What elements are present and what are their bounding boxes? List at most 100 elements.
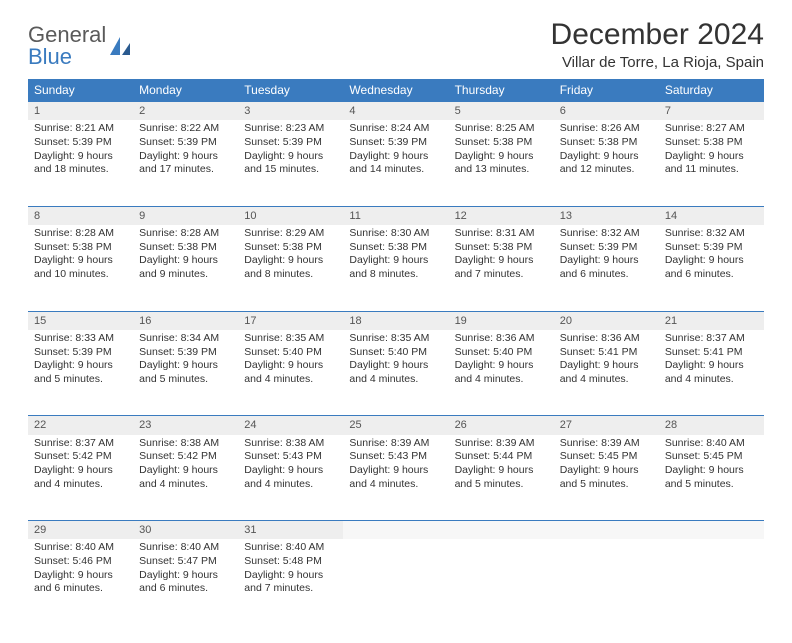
calendar-body: 1234567Sunrise: 8:21 AMSunset: 5:39 PMDa… — [28, 102, 764, 626]
day-cell: Sunrise: 8:30 AMSunset: 5:38 PMDaylight:… — [343, 225, 448, 311]
day-number: 28 — [659, 416, 764, 435]
day-cell: Sunrise: 8:22 AMSunset: 5:39 PMDaylight:… — [133, 120, 238, 206]
day-day1: Daylight: 9 hours — [34, 464, 127, 478]
day-cell: Sunrise: 8:25 AMSunset: 5:38 PMDaylight:… — [449, 120, 554, 206]
day-day2: and 18 minutes. — [34, 163, 127, 177]
day-sunrise: Sunrise: 8:32 AM — [560, 227, 653, 241]
day-number-row: 22232425262728 — [28, 416, 764, 435]
day-sunrise: Sunrise: 8:25 AM — [455, 122, 548, 136]
day-content-row: Sunrise: 8:21 AMSunset: 5:39 PMDaylight:… — [28, 120, 764, 206]
day-day2: and 4 minutes. — [244, 478, 337, 492]
logo-part2: Blue — [28, 44, 72, 69]
day-day2: and 8 minutes. — [244, 268, 337, 282]
day-sunset: Sunset: 5:38 PM — [349, 241, 442, 255]
day-sunrise: Sunrise: 8:24 AM — [349, 122, 442, 136]
day-cell: Sunrise: 8:35 AMSunset: 5:40 PMDaylight:… — [238, 330, 343, 416]
day-cell: Sunrise: 8:38 AMSunset: 5:43 PMDaylight:… — [238, 435, 343, 521]
day-content-row: Sunrise: 8:33 AMSunset: 5:39 PM Daylight:… — [28, 330, 764, 416]
day-sunset: Sunset: 5:44 PM — [455, 450, 548, 464]
day-cell: Sunrise: 8:36 AMSunset: 5:40 PMDaylight:… — [449, 330, 554, 416]
day-day1: Daylight: 9 hours — [455, 359, 548, 373]
day-number: 1 — [28, 102, 133, 121]
day-cell — [449, 539, 554, 625]
day-sunrise: Sunrise: 8:40 AM — [665, 437, 758, 451]
day-sunset: Sunset: 5:39 PM — [665, 241, 758, 255]
day-day2: and 4 minutes. — [34, 478, 127, 492]
day-cell: Sunrise: 8:32 AMSunset: 5:39 PMDaylight:… — [554, 225, 659, 311]
day-number: 3 — [238, 102, 343, 121]
day-number: 17 — [238, 311, 343, 330]
day-cell: Sunrise: 8:31 AMSunset: 5:38 PMDaylight:… — [449, 225, 554, 311]
day-day1: Daylight: 9 hours — [560, 254, 653, 268]
day-day1: Daylight: 9 hours — [455, 150, 548, 164]
day-sunset: Sunset: 5:39 PM — [349, 136, 442, 150]
day-day1: Daylight: 9 hours — [560, 359, 653, 373]
day-day1: Daylight: 9 hours — [244, 359, 337, 373]
day-sunset: Sunset: 5:42 PM — [139, 450, 232, 464]
day-day1: Daylight: 9 hours — [139, 254, 232, 268]
day-number: 14 — [659, 206, 764, 225]
day-cell: Sunrise: 8:40 AMSunset: 5:45 PMDaylight:… — [659, 435, 764, 521]
day-sunrise: Sunrise: 8:28 AM — [34, 227, 127, 241]
day-sunset: Sunset: 5:47 PM — [139, 555, 232, 569]
day-sunset: Sunset: 5:38 PM — [455, 136, 548, 150]
day-day2: and 5 minutes. — [34, 373, 127, 387]
day-number: 13 — [554, 206, 659, 225]
day-number-row: 1234567 — [28, 102, 764, 121]
day-day1: Daylight: 9 hours — [34, 254, 127, 268]
weekday-header: Sunday — [28, 79, 133, 102]
location: Villar de Torre, La Rioja, Spain — [551, 54, 764, 71]
day-cell: Sunrise: 8:39 AMSunset: 5:44 PMDaylight:… — [449, 435, 554, 521]
day-cell: Sunrise: 8:21 AMSunset: 5:39 PMDaylight:… — [28, 120, 133, 206]
weekday-header: Tuesday — [238, 79, 343, 102]
day-day2: and 14 minutes. — [349, 163, 442, 177]
day-sunrise: Sunrise: 8:35 AM — [244, 332, 337, 346]
day-sunset: Sunset: 5:46 PM — [34, 555, 127, 569]
day-day2: and 17 minutes. — [139, 163, 232, 177]
day-number-row: 15161718192021 — [28, 311, 764, 330]
day-day2: and 5 minutes. — [665, 478, 758, 492]
day-sunrise: Sunrise: 8:37 AM — [34, 437, 127, 451]
day-day1: Daylight: 9 hours — [139, 464, 232, 478]
calendar-table: Sunday Monday Tuesday Wednesday Thursday… — [28, 79, 764, 625]
day-content-row: Sunrise: 8:40 AMSunset: 5:46 PMDaylight:… — [28, 539, 764, 625]
day-number: 16 — [133, 311, 238, 330]
day-number: 18 — [343, 311, 448, 330]
day-sunset: Sunset: 5:43 PM — [349, 450, 442, 464]
header: General Blue December 2024 Villar de Tor… — [28, 18, 764, 71]
day-number: 15 — [28, 311, 133, 330]
day-number: 8 — [28, 206, 133, 225]
day-cell: Sunrise: 8:28 AMSunset: 5:38 PMDaylight:… — [28, 225, 133, 311]
day-number: 24 — [238, 416, 343, 435]
day-content-row: Sunrise: 8:28 AM Sunset: 5:38 PM Daylight:… — [28, 225, 764, 311]
day-number: 20 — [554, 311, 659, 330]
day-sunset: Sunset: 5:39 PM — [34, 346, 127, 360]
weekday-header: Friday — [554, 79, 659, 102]
weekday-header: Saturday — [659, 79, 764, 102]
day-cell: Sunrise: 8:32 AMSunset: 5:39 PMDaylight:… — [659, 225, 764, 311]
day-day2: and 7 minutes. — [244, 582, 337, 596]
day-number: 22 — [28, 416, 133, 435]
day-sunrise: Sunrise: 8:40 AM — [244, 541, 337, 555]
day-day1: Daylight: 9 hours — [349, 359, 442, 373]
day-sunrise: Sunrise: 8:39 AM — [455, 437, 548, 451]
day-day2: and 11 minutes. — [665, 163, 758, 177]
day-day2: and 6 minutes. — [139, 582, 232, 596]
day-sunset: Sunset: 5:38 PM — [560, 136, 653, 150]
day-cell — [343, 539, 448, 625]
day-number: 9 — [133, 206, 238, 225]
day-sunrise: Sunrise: 8:33 AM — [34, 332, 127, 346]
day-day1: Daylight: 9 hours — [665, 359, 758, 373]
day-sunrise: Sunrise: 8:37 AM — [665, 332, 758, 346]
weekday-header: Monday — [133, 79, 238, 102]
day-cell: Sunrise: 8:23 AMSunset: 5:39 PMDaylight:… — [238, 120, 343, 206]
day-cell: Sunrise: 8:38 AMSunset: 5:42 PMDaylight:… — [133, 435, 238, 521]
day-number: 10 — [238, 206, 343, 225]
day-sunrise: Sunrise: 8:22 AM — [139, 122, 232, 136]
day-cell: Sunrise: 8:27 AMSunset: 5:38 PMDaylight:… — [659, 120, 764, 206]
day-cell: Sunrise: 8:39 AMSunset: 5:43 PMDaylight:… — [343, 435, 448, 521]
day-day2: and 13 minutes. — [455, 163, 548, 177]
logo-sail-icon — [108, 35, 134, 57]
day-sunrise: Sunrise: 8:38 AM — [244, 437, 337, 451]
day-sunset: Sunset: 5:38 PM — [244, 241, 337, 255]
